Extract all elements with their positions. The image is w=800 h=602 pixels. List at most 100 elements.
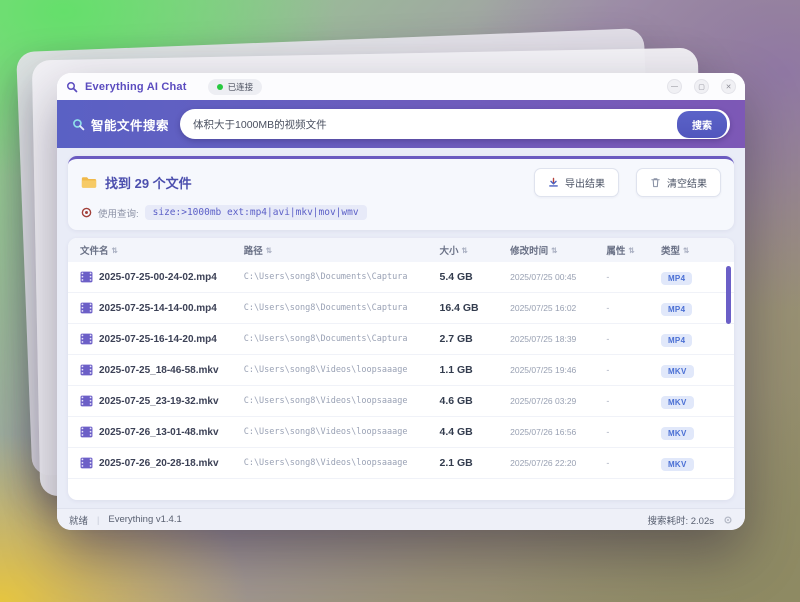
file-path: C:\Users\song8\Videos\loopsaaage bbox=[243, 427, 408, 437]
table-row[interactable]: 2025-07-25-14-14-00.mp4 C:\Users\song8\D… bbox=[68, 293, 734, 324]
file-modified: 2025/07/26 03:29 bbox=[510, 396, 577, 406]
table-row[interactable]: 2025-07-26_13-01-48.mkv C:\Users\song8\V… bbox=[68, 417, 734, 448]
file-type-badge: MKV bbox=[660, 365, 694, 378]
file-size: 16.4 GB bbox=[439, 302, 479, 314]
sort-icon: ⇅ bbox=[265, 245, 273, 255]
file-size: 2.7 GB bbox=[439, 333, 473, 345]
video-file-icon bbox=[80, 302, 93, 314]
table-body: 2025-07-25-00-24-02.mp4 C:\Users\song8\D… bbox=[68, 262, 734, 479]
search-pill: 搜索 bbox=[180, 109, 730, 139]
export-results-label: 导出结果 bbox=[565, 179, 605, 190]
file-path: C:\Users\song8\Videos\loopsaaage bbox=[243, 458, 408, 468]
connection-status-badge: 已连接 bbox=[207, 78, 263, 95]
video-file-icon bbox=[80, 426, 93, 438]
content-area: 找到 29 个文件 导出结果 清空结果 bbox=[57, 148, 745, 508]
file-path: C:\Users\song8\Videos\loopsaaage bbox=[243, 365, 408, 375]
file-type-badge: MP4 bbox=[660, 303, 693, 316]
file-path: C:\Users\song8\Documents\Captura bbox=[243, 334, 408, 344]
file-type-badge: MP4 bbox=[660, 334, 693, 347]
column-header-attr[interactable]: 属性 ⇅ bbox=[606, 245, 635, 258]
download-icon bbox=[548, 177, 559, 188]
target-icon bbox=[81, 207, 92, 218]
file-modified: 2025/07/25 00:45 bbox=[510, 272, 577, 282]
file-modified: 2025/07/26 22:20 bbox=[510, 458, 577, 468]
connection-status-label: 已连接 bbox=[227, 81, 254, 92]
file-attr: - bbox=[606, 303, 610, 313]
maximize-button[interactable]: ▢ bbox=[694, 79, 709, 94]
file-modified: 2025/07/25 18:39 bbox=[510, 334, 577, 344]
table-row[interactable]: 2025-07-25-16-14-20.mp4 C:\Users\song8\D… bbox=[68, 324, 734, 355]
file-attr: - bbox=[606, 458, 610, 468]
file-attr: - bbox=[606, 427, 610, 437]
file-name: 2025-07-26_20-28-18.mkv bbox=[99, 457, 219, 469]
file-type-badge: MKV bbox=[660, 396, 694, 409]
column-header-filename[interactable]: 文件名 ⇅ bbox=[80, 245, 118, 258]
results-header: 找到 29 个文件 导出结果 清空结果 bbox=[81, 168, 721, 197]
file-modified: 2025/07/25 16:02 bbox=[510, 303, 577, 313]
video-file-icon bbox=[80, 333, 93, 345]
file-size: 4.6 GB bbox=[439, 395, 473, 407]
app-title: Everything AI Chat bbox=[85, 80, 187, 93]
sort-icon: ⇅ bbox=[111, 245, 118, 255]
column-header-type[interactable]: 类型 ⇅ bbox=[660, 245, 690, 258]
file-size: 4.4 GB bbox=[439, 426, 473, 438]
clear-results-button[interactable]: 清空结果 bbox=[636, 168, 721, 197]
table-scrollbar-thumb[interactable] bbox=[726, 266, 731, 324]
query-used-label: 使用查询: bbox=[98, 208, 139, 220]
table-row[interactable]: 2025-07-25_23-19-32.mkv C:\Users\song8\V… bbox=[68, 386, 734, 417]
column-header-modified[interactable]: 修改时间 ⇅ bbox=[510, 245, 558, 258]
file-path: C:\Users\song8\Documents\Captura bbox=[243, 303, 408, 313]
file-name: 2025-07-26_13-01-48.mkv bbox=[99, 426, 219, 438]
sort-icon: ⇅ bbox=[682, 245, 690, 255]
file-size: 1.1 GB bbox=[439, 364, 473, 376]
results-summary: 找到 29 个文件 bbox=[105, 176, 192, 191]
sort-icon: ⇅ bbox=[461, 245, 468, 255]
file-size: 5.4 GB bbox=[439, 271, 473, 283]
clear-results-label: 清空结果 bbox=[667, 179, 707, 190]
table-row[interactable]: 2025-07-26_20-28-18.mkv C:\Users\song8\V… bbox=[68, 448, 734, 479]
gear-icon[interactable] bbox=[723, 515, 733, 525]
file-path: C:\Users\song8\Videos\loopsaaage bbox=[243, 396, 408, 406]
results-table: 文件名 ⇅ 路径 ⇅ 大小 ⇅ 修改时间 ⇅ 属性 ⇅ 类型 ⇅ 2025-07-25-00… bbox=[68, 238, 734, 500]
header-search-icon bbox=[72, 118, 85, 131]
close-button[interactable]: ✕ bbox=[721, 79, 736, 94]
file-size: 2.1 GB bbox=[439, 457, 473, 469]
file-type-badge: MKV bbox=[660, 427, 694, 440]
file-attr: - bbox=[606, 334, 610, 344]
video-file-icon bbox=[80, 395, 93, 407]
file-attr: - bbox=[606, 396, 610, 406]
connected-dot-icon bbox=[216, 83, 223, 90]
search-button[interactable]: 搜索 bbox=[677, 110, 727, 138]
minimize-button[interactable]: — bbox=[667, 79, 682, 94]
file-name: 2025-07-25-16-14-20.mp4 bbox=[99, 333, 217, 345]
statusbar-divider: | bbox=[97, 514, 100, 525]
table-row[interactable]: 2025-07-25_18-46-58.mkv C:\Users\song8\V… bbox=[68, 355, 734, 386]
export-results-button[interactable]: 导出结果 bbox=[534, 168, 619, 197]
app-search-icon bbox=[66, 81, 78, 93]
table-header-row: 文件名 ⇅ 路径 ⇅ 大小 ⇅ 修改时间 ⇅ 属性 ⇅ 类型 ⇅ bbox=[68, 238, 734, 262]
column-header-path[interactable]: 路径 ⇅ bbox=[243, 245, 273, 258]
sort-icon: ⇅ bbox=[628, 245, 635, 255]
table-row[interactable]: 2025-07-25-00-24-02.mp4 C:\Users\song8\D… bbox=[68, 262, 734, 293]
results-card: 找到 29 个文件 导出结果 清空结果 bbox=[68, 156, 734, 230]
search-header: 智能文件搜索 搜索 bbox=[57, 100, 745, 148]
file-attr: - bbox=[606, 272, 610, 282]
file-attr: - bbox=[606, 365, 610, 375]
smart-search-label-group: 智能文件搜索 bbox=[72, 115, 169, 134]
video-file-icon bbox=[80, 271, 93, 283]
statusbar: 就绪 | Everything v1.4.1 搜索耗时: 2.02s bbox=[57, 508, 745, 530]
trash-icon bbox=[650, 177, 661, 188]
file-modified: 2025/07/25 19:46 bbox=[510, 365, 577, 375]
search-input[interactable] bbox=[193, 118, 677, 130]
file-name: 2025-07-25_18-46-58.mkv bbox=[99, 364, 219, 376]
file-type-badge: MP4 bbox=[660, 272, 693, 285]
query-row: 使用查询: size:>1000mb ext:mp4|avi|mkv|mov|w… bbox=[81, 205, 721, 220]
search-elapsed-label: 搜索耗时: 2.02s bbox=[647, 515, 714, 527]
file-modified: 2025/07/26 16:56 bbox=[510, 427, 577, 437]
status-ready-label: 就绪 bbox=[69, 515, 89, 527]
app-version-label: Everything v1.4.1 bbox=[108, 514, 182, 525]
file-name: 2025-07-25_23-19-32.mkv bbox=[99, 395, 219, 407]
file-name: 2025-07-25-00-24-02.mp4 bbox=[99, 271, 217, 283]
column-header-size[interactable]: 大小 ⇅ bbox=[439, 245, 468, 258]
